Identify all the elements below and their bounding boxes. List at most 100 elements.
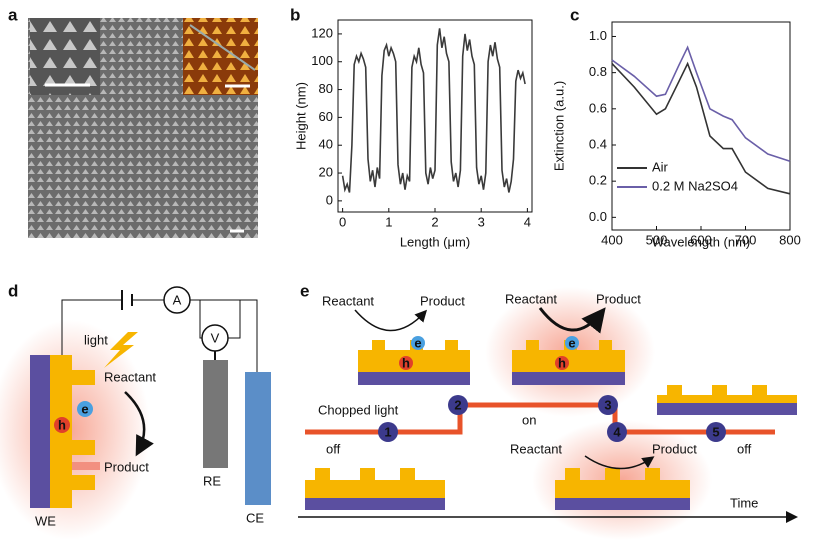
panel-label: b	[290, 5, 300, 24]
product-label: Product	[596, 291, 641, 306]
step-label: 2	[454, 397, 461, 412]
ce-label: CE	[246, 510, 264, 525]
y-tick-label: 0.6	[589, 100, 607, 115]
reactant-label: Reactant	[104, 369, 156, 384]
step-marker	[706, 422, 726, 442]
lightning	[104, 332, 138, 368]
x-tick-label: 4	[524, 214, 531, 229]
afm-inset	[183, 18, 258, 95]
x-tick-label: 500	[646, 232, 668, 247]
hole-label: h	[402, 355, 410, 370]
x-tick-label: 0	[339, 214, 346, 229]
step-label: 1	[384, 424, 391, 439]
state-label: off	[737, 441, 752, 456]
y-tick-label: 60	[319, 109, 333, 124]
hole-label: h	[558, 355, 566, 370]
step-markers: 1 2 3 4 5	[378, 395, 726, 442]
gold-film	[50, 355, 95, 508]
reaction-arrow	[354, 309, 428, 332]
step-marker	[448, 395, 468, 415]
y-tick-label: 0	[326, 192, 333, 207]
y-tick-label: 0.4	[589, 136, 607, 151]
y-tick-label: 40	[319, 137, 333, 152]
y-tick-label: 0.2	[589, 173, 607, 188]
y-tick-label: 100	[311, 53, 333, 68]
panel-label: e	[300, 281, 309, 300]
y-tick-label: 20	[319, 164, 333, 179]
step-marker	[378, 422, 398, 442]
y-tick-label: 120	[311, 25, 333, 40]
y-tick-label: 0.0	[589, 209, 607, 224]
device	[555, 468, 690, 510]
wire	[190, 299, 258, 372]
panel-label: c	[570, 5, 579, 24]
data-line	[611, 61, 791, 195]
legend-label: Air	[652, 159, 669, 174]
product-label: Product	[104, 459, 149, 474]
light-label: light	[84, 332, 108, 347]
electron-label: e	[81, 401, 88, 416]
reaction-arrow	[124, 391, 154, 457]
ammeter-label: A	[173, 292, 182, 307]
x-axis-label: Wavelength (nm)	[652, 234, 751, 249]
re-label: RE	[203, 473, 221, 488]
data-line	[341, 28, 526, 193]
hole	[555, 356, 569, 370]
plot-frame	[611, 21, 791, 231]
step-marker	[607, 422, 627, 442]
device	[657, 385, 797, 415]
panel-label: d	[8, 281, 18, 300]
reactant-label: Reactant	[322, 293, 374, 308]
x-tick-label: 3	[478, 214, 485, 229]
y-tick-label: 0.8	[589, 64, 607, 79]
hole-label: h	[58, 417, 66, 432]
chopped-light-trace	[305, 402, 775, 435]
data-line	[611, 45, 791, 163]
x-tick-label: 400	[601, 232, 623, 247]
product-region	[72, 462, 100, 470]
state-label: on	[522, 412, 536, 427]
reaction-arrow	[538, 307, 606, 334]
electron	[77, 401, 93, 417]
x-tick-label: 800	[779, 232, 801, 247]
product-label: Product	[652, 441, 697, 456]
y-tick-label: 1.0	[589, 28, 607, 43]
we-label: WE	[35, 513, 56, 528]
substrate	[30, 355, 50, 508]
voltmeter	[201, 324, 229, 352]
device	[305, 468, 445, 510]
sem-inset	[30, 18, 100, 95]
profile-line	[189, 24, 256, 71]
counter-electrode	[245, 372, 271, 505]
device	[358, 340, 470, 385]
state-label: off	[326, 441, 341, 456]
ammeter	[163, 286, 191, 314]
x-tick-label: 2	[431, 214, 438, 229]
x-tick-label: 1	[385, 214, 392, 229]
reaction-arrow	[584, 455, 655, 470]
electron-label: e	[414, 335, 421, 350]
step-label: 3	[604, 397, 611, 412]
hole	[399, 356, 413, 370]
x-tick-label: 600	[690, 232, 712, 247]
step-label: 4	[613, 424, 621, 439]
reactant-label: Reactant	[505, 291, 557, 306]
y-axis-label: Height (nm)	[293, 82, 308, 150]
electron-label: e	[568, 335, 575, 350]
x-axis-label: Length (μm)	[400, 234, 470, 249]
time-axis-label: Time	[730, 495, 758, 510]
step-marker	[598, 395, 618, 415]
hole	[54, 417, 70, 433]
reference-electrode	[203, 360, 228, 468]
x-tick-label: 700	[735, 232, 757, 247]
chopped-light-label: Chopped light	[318, 402, 399, 417]
reactant-label: Reactant	[510, 441, 562, 456]
product-label: Product	[420, 293, 465, 308]
legend-label: 0.2 M Na2SO4	[652, 178, 738, 193]
step-label: 5	[712, 424, 719, 439]
voltmeter-label: V	[211, 330, 220, 345]
panel-label: a	[8, 5, 18, 24]
electron	[565, 336, 579, 350]
wire	[61, 299, 122, 355]
